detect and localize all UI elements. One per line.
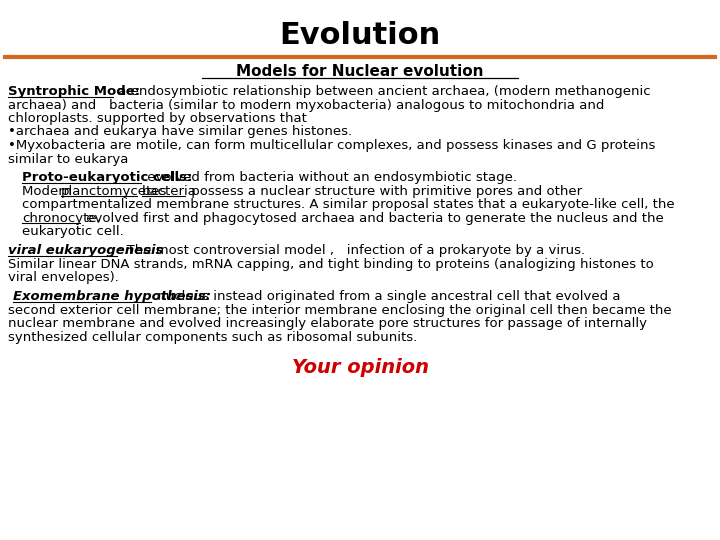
- Point: [147, 299, 156, 305]
- Text: planctomycetes: planctomycetes: [61, 185, 167, 198]
- Point: [198, 75, 207, 81]
- Point: [138, 193, 146, 200]
- Text: similar to eukarya: similar to eukarya: [8, 152, 128, 165]
- Text: Modern: Modern: [22, 185, 76, 198]
- Text: chloroplasts. supported by observations that: chloroplasts. supported by observations …: [8, 112, 307, 125]
- Text: synthesized cellular components such as ribosomal subunits.: synthesized cellular components such as …: [8, 330, 418, 343]
- Point: [109, 93, 117, 100]
- Point: [18, 220, 27, 227]
- Text: second exterior cell membrane; the interior membrane enclosing the original cell: second exterior cell membrane; the inter…: [8, 303, 672, 316]
- Text: Models for Nuclear evolution: Models for Nuclear evolution: [236, 64, 484, 79]
- Text: Syntrophic Mode:: Syntrophic Mode:: [8, 85, 140, 98]
- Text: Proto-eukaryotic cells:: Proto-eukaryotic cells:: [22, 171, 192, 184]
- Point: [18, 180, 27, 186]
- Text: nuclear membrane and evolved increasingly elaborate pore structures for passage : nuclear membrane and evolved increasingl…: [8, 317, 647, 330]
- Text: a endosymbiotic relationship between ancient archaea, (modern methanogenic: a endosymbiotic relationship between anc…: [114, 85, 651, 98]
- Text: : The most controversial model ,   infection of a prokaryote by a virus.: : The most controversial model , infecti…: [118, 244, 585, 257]
- Point: [137, 180, 145, 186]
- Text: •Myxobacteria are motile, can form multicellular complexes, and possess kinases : •Myxobacteria are motile, can form multi…: [8, 139, 655, 152]
- Text: eukaryotic cell.: eukaryotic cell.: [22, 225, 124, 238]
- Point: [4, 253, 12, 259]
- Point: [9, 299, 17, 305]
- Text: viral eukaryogenesis: viral eukaryogenesis: [8, 244, 163, 257]
- Text: nucleus instead originated from a single ancestral cell that evolved a: nucleus instead originated from a single…: [153, 290, 621, 303]
- Text: viral envelopes).: viral envelopes).: [8, 271, 119, 284]
- Point: [76, 220, 84, 227]
- Point: [112, 253, 121, 259]
- Point: [181, 193, 189, 200]
- Text: Similar linear DNA strands, mRNA capping, and tight binding to proteins (analogi: Similar linear DNA strands, mRNA capping…: [8, 258, 654, 271]
- Text: compartmentalized membrane structures. A similar proposal states that a eukaryot: compartmentalized membrane structures. A…: [22, 198, 675, 211]
- Text: Your opinion: Your opinion: [292, 357, 428, 377]
- Point: [57, 193, 66, 200]
- Point: [132, 193, 141, 200]
- Text: bacteria: bacteria: [142, 185, 197, 198]
- Text: •archaea and eukarya have similar genes histones.: •archaea and eukarya have similar genes …: [8, 125, 352, 138]
- Text: Exomembrane hypothesis:: Exomembrane hypothesis:: [13, 290, 211, 303]
- Text: possess a nuclear structure with primitive pores and other: possess a nuclear structure with primiti…: [187, 185, 582, 198]
- Text: chronocyte,: chronocyte,: [22, 212, 101, 225]
- Text: evolved from bacteria without an endosymbiotic stage.: evolved from bacteria without an endosym…: [143, 171, 517, 184]
- Point: [4, 93, 12, 100]
- Point: [513, 75, 522, 81]
- Text: archaea) and   bacteria (similar to modern myxobacteria) analogous to mitochondr: archaea) and bacteria (similar to modern…: [8, 98, 604, 111]
- Text: evolved first and phagocytosed archaea and bacteria to generate the nucleus and : evolved first and phagocytosed archaea a…: [82, 212, 664, 225]
- Text: Evolution: Evolution: [279, 21, 441, 50]
